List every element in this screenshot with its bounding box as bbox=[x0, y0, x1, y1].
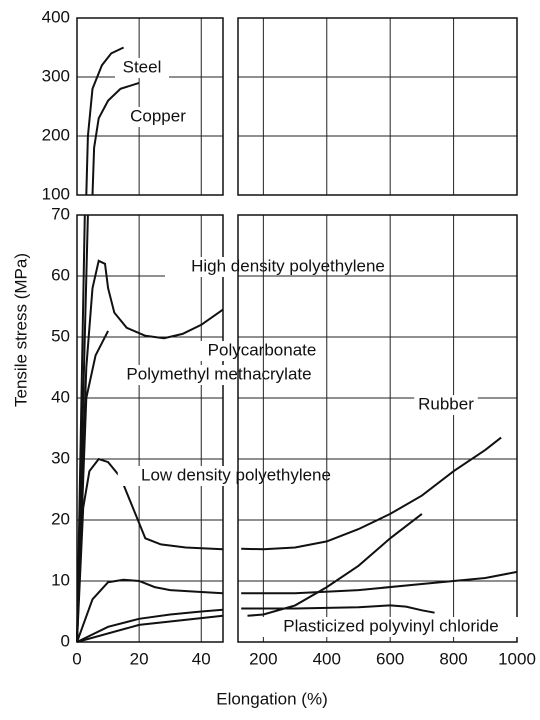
y-axis-label: Tensile stress (MPa) bbox=[11, 253, 30, 407]
y-tick-label: 70 bbox=[51, 204, 70, 223]
series-label: Polycarbonate bbox=[208, 340, 317, 359]
x-tick-label: 40 bbox=[192, 649, 211, 668]
x-tick-label: 800 bbox=[439, 649, 467, 668]
y-tick-label: 0 bbox=[61, 631, 70, 650]
y-tick-label: 200 bbox=[42, 125, 70, 144]
label-background bbox=[117, 466, 355, 486]
line-series bbox=[76, 259, 224, 643]
label-background bbox=[165, 257, 411, 277]
y-tick-label: 60 bbox=[51, 265, 70, 284]
series-label: Low density polyethylene bbox=[141, 465, 331, 484]
y-tick-label: 10 bbox=[51, 570, 70, 589]
y-tick-label: 50 bbox=[51, 326, 70, 345]
y-tick-label: 30 bbox=[51, 448, 70, 467]
y-tick-label: 100 bbox=[42, 184, 70, 203]
line-series bbox=[241, 604, 435, 614]
line-series bbox=[85, 46, 125, 196]
label-background bbox=[196, 341, 328, 361]
line-series bbox=[247, 513, 423, 617]
series-label: Steel bbox=[123, 57, 162, 76]
panel-frame bbox=[76, 214, 224, 643]
series-label: High density polyethylene bbox=[191, 256, 385, 275]
panel-frame bbox=[237, 214, 518, 643]
x-tick-label: 1000 bbox=[498, 649, 536, 668]
x-tick-label: 600 bbox=[376, 649, 404, 668]
series-label: Copper bbox=[130, 106, 186, 125]
line-series bbox=[76, 578, 224, 643]
line-series bbox=[241, 436, 502, 551]
series-label: Rubber bbox=[418, 394, 474, 413]
line-series bbox=[76, 608, 224, 643]
x-tick-label: 200 bbox=[249, 649, 277, 668]
label-background bbox=[414, 395, 478, 415]
line-series bbox=[91, 81, 140, 196]
y-tick-label: 40 bbox=[51, 387, 70, 406]
label-background bbox=[126, 107, 190, 127]
panel-frame bbox=[76, 17, 224, 196]
series-label: Plasticized polyvinyl chloride bbox=[283, 616, 498, 635]
x-tick-label: 400 bbox=[313, 649, 341, 668]
x-axis-label: Elongation (%) bbox=[216, 689, 328, 708]
y-tick-label: 20 bbox=[51, 509, 70, 528]
x-tick-label: 20 bbox=[130, 649, 149, 668]
line-series bbox=[76, 614, 224, 643]
label-background bbox=[105, 365, 333, 385]
series-label: Polymethyl methacrylate bbox=[126, 364, 311, 383]
x-tick-label: 0 bbox=[72, 649, 81, 668]
label-background bbox=[244, 617, 538, 637]
label-background bbox=[115, 58, 169, 78]
panel-frame bbox=[237, 17, 518, 196]
line-series bbox=[241, 570, 518, 595]
y-tick-label: 300 bbox=[42, 66, 70, 85]
y-tick-label: 400 bbox=[42, 7, 70, 26]
